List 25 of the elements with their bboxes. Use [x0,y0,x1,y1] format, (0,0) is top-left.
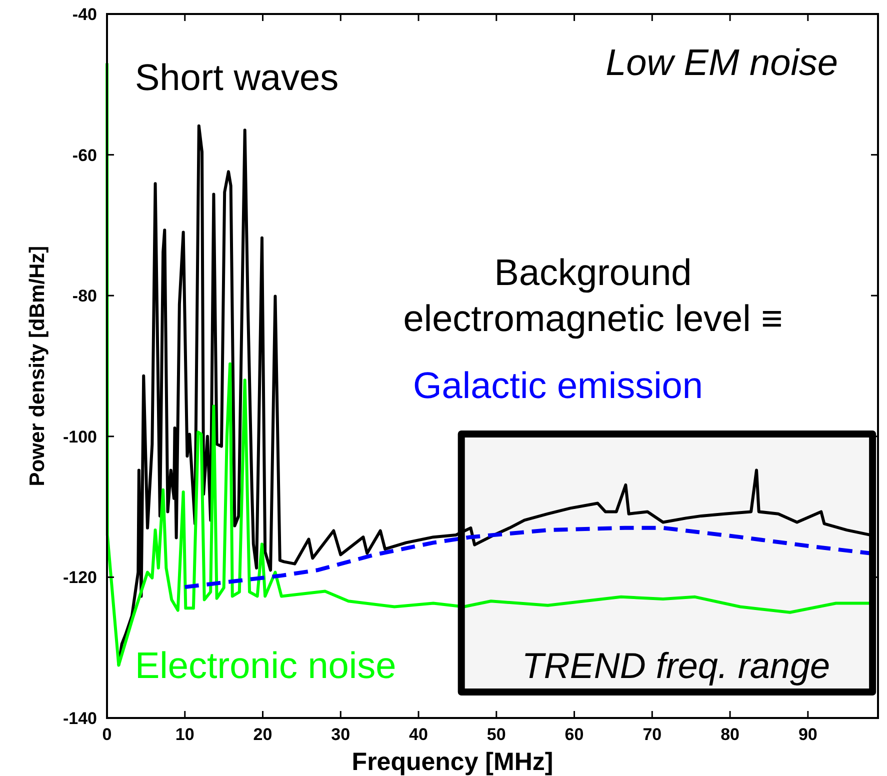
x-tick-label: 70 [642,725,662,744]
x-tick-label: 0 [102,725,112,744]
x-tick-label: 60 [564,725,584,744]
y-tick-label: -60 [72,146,97,165]
x-tick-label: 80 [720,725,740,744]
x-axis-title: Frequency [MHz] [352,748,554,776]
y-tick-label: -100 [62,427,97,446]
y-tick-label: -80 [72,286,97,306]
x-tick-label: 20 [253,725,272,744]
annotation: Short waves [135,57,339,98]
series-label: Electronic noise [135,645,396,686]
y-tick-label: -120 [62,568,97,588]
y-tick-label: -140 [62,708,97,728]
x-tick-label: 90 [798,725,818,744]
annotation: Background electromagnetic level ≡ [403,252,783,339]
line-series [182,526,872,590]
y-tick-label: -40 [72,4,97,24]
annotation: Low EM noise [606,42,838,83]
text: Galactic emission [413,365,703,406]
x-tick-label: 50 [486,725,506,744]
x-tick-label: 10 [175,725,194,744]
y-axis-title: Power density [dBm/Hz] [26,246,49,486]
x-tick-label: 40 [409,725,428,744]
x-tick-label: 30 [331,725,350,744]
band-label: TREND freq. range [522,645,830,686]
